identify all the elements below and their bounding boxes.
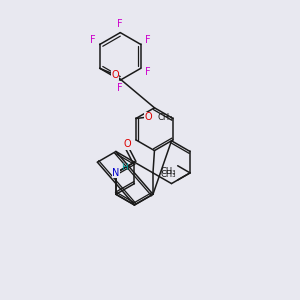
Text: F: F <box>145 68 151 77</box>
Text: CH₃: CH₃ <box>161 170 176 179</box>
Text: F: F <box>145 35 151 45</box>
Text: O: O <box>145 112 152 122</box>
Text: H: H <box>121 163 128 172</box>
Text: CH₃: CH₃ <box>161 167 176 176</box>
Text: F: F <box>118 83 123 94</box>
Text: N: N <box>112 168 120 178</box>
Text: CH₃: CH₃ <box>158 112 173 122</box>
Text: F: F <box>118 19 123 29</box>
Text: O: O <box>123 140 131 149</box>
Text: F: F <box>90 35 95 45</box>
Text: O: O <box>111 70 119 80</box>
